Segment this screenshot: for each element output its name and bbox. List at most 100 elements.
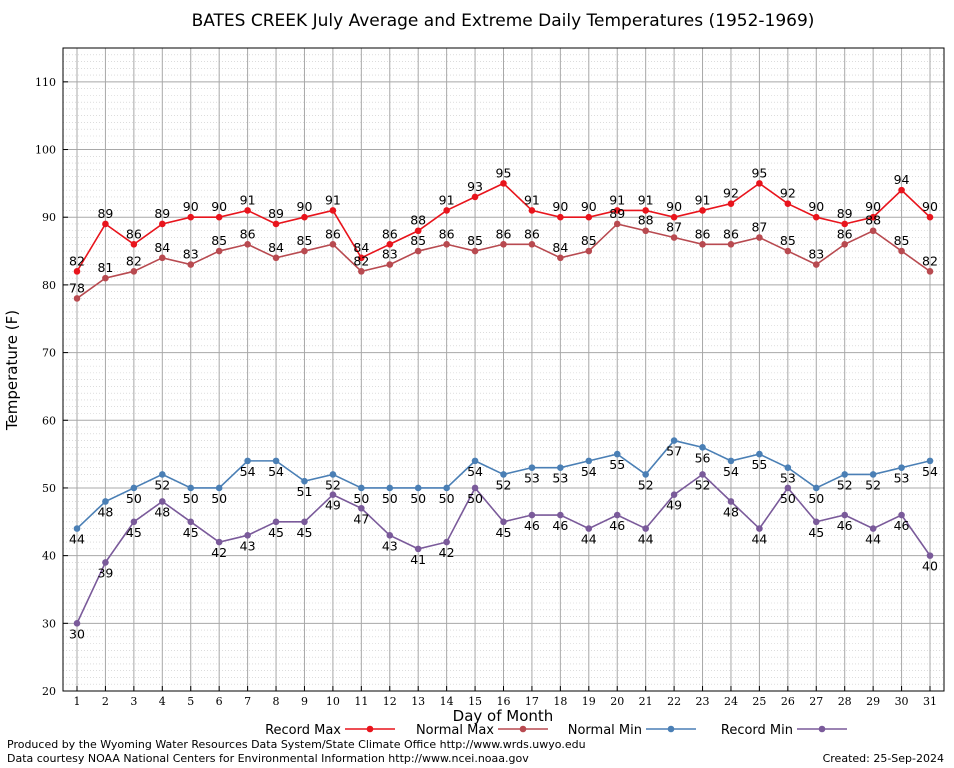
normal-max-point xyxy=(699,240,706,248)
normal-max-point xyxy=(272,254,280,262)
normal-max-data-label: 83 xyxy=(382,247,398,262)
y-tick-label: 100 xyxy=(35,144,56,157)
x-axis-label: Day of Month xyxy=(453,707,554,725)
record-max-point xyxy=(898,186,905,194)
record-max-data-label: 91 xyxy=(240,192,256,207)
normal-max-point xyxy=(73,295,81,302)
normal-min-point xyxy=(130,484,138,492)
record-min-series: 30 39 45 48 45 42 43 45 45 49 47 43 41 42 50 45 46 46 44 46… xyxy=(69,471,938,641)
normal-min-point xyxy=(528,464,536,471)
normal-min-point xyxy=(414,484,422,492)
normal-max-data-label: 84 xyxy=(154,240,170,255)
normal-max-data-label: 86 xyxy=(496,226,512,241)
normal-max-data-label: 85 xyxy=(894,233,910,248)
record-min-data-label: 46 xyxy=(524,518,540,533)
normal-max-data-label: 85 xyxy=(211,233,227,248)
normal-max-point xyxy=(358,268,365,275)
normal-min-data-label: 52 xyxy=(638,477,654,492)
normal-min-data-label: 57 xyxy=(666,444,682,459)
record-min-point xyxy=(812,518,820,526)
normal-max-point xyxy=(414,247,422,255)
record-min-point xyxy=(215,538,223,546)
normal-max-point xyxy=(159,254,166,262)
x-tick-label: 12 xyxy=(383,695,397,708)
normal-max-data-label: 81 xyxy=(97,260,113,275)
normal-min-data-label: 50 xyxy=(439,491,455,506)
normal-min-point xyxy=(869,471,877,478)
x-tick-label: 15 xyxy=(468,695,482,708)
record-min-data-label: 44 xyxy=(638,532,654,547)
normal-min-data-label: 54 xyxy=(467,464,483,479)
normal-min-data-label: 50 xyxy=(353,491,369,506)
x-tick-label: 3 xyxy=(130,695,137,708)
legend-item-record-max: Record Max xyxy=(265,723,395,738)
record-min-data-label: 48 xyxy=(723,504,739,519)
record-max-point xyxy=(784,200,792,207)
normal-max-point xyxy=(926,268,934,275)
record-min-data-label: 45 xyxy=(496,525,512,540)
normal-min-point xyxy=(272,457,280,465)
normal-max-point xyxy=(557,254,564,262)
record-max-data-label: 89 xyxy=(97,206,113,221)
record-min-point xyxy=(642,525,649,532)
record-max-point xyxy=(670,213,678,221)
record-min-point xyxy=(102,559,109,566)
legend-swatch-marker xyxy=(818,725,826,733)
record-max-data-label: 86 xyxy=(382,226,398,241)
record-min-point xyxy=(386,532,394,539)
x-tick-label: 16 xyxy=(497,695,511,708)
normal-max-data-label: 78 xyxy=(69,280,85,295)
normal-min-data-label: 52 xyxy=(496,477,512,492)
normal-min-data-label: 52 xyxy=(325,477,341,492)
normal-min-point xyxy=(585,457,593,465)
normal-max-point xyxy=(585,247,593,255)
record-max-point xyxy=(926,213,934,221)
x-tick-label: 27 xyxy=(809,695,823,708)
legend-label-record-max: Record Max xyxy=(265,723,341,738)
record-max-data-label: 88 xyxy=(410,213,426,228)
normal-min-point xyxy=(471,457,479,465)
normal-min-point xyxy=(841,471,848,478)
record-max-point xyxy=(557,213,564,221)
x-tick-label: 10 xyxy=(326,695,340,708)
record-min-point xyxy=(272,518,280,526)
normal-max-data-label: 85 xyxy=(410,233,426,248)
y-tick-label: 40 xyxy=(42,550,56,563)
normal-min-point xyxy=(642,471,649,478)
y-tick-label: 110 xyxy=(35,76,56,89)
record-max-point xyxy=(130,240,138,248)
normal-min-data-label: 54 xyxy=(240,464,256,479)
record-max-data-label: 93 xyxy=(467,179,483,194)
record-min-point xyxy=(73,620,81,627)
normal-min-data-label: 50 xyxy=(126,491,142,506)
normal-max-point xyxy=(613,220,621,228)
y-axis-label: Temperature (F) xyxy=(3,310,21,431)
normal-max-data-label: 82 xyxy=(922,253,938,268)
normal-max-data-label: 88 xyxy=(638,213,654,228)
x-tick-label: 25 xyxy=(752,695,766,708)
record-max-data-label: 90 xyxy=(581,199,597,214)
record-max-data-label: 90 xyxy=(297,199,313,214)
record-max-data-label: 90 xyxy=(552,199,568,214)
record-max-point xyxy=(272,220,280,228)
normal-min-point xyxy=(613,450,621,458)
record-min-point xyxy=(159,498,166,505)
x-tick-label: 5 xyxy=(187,695,194,708)
record-max-data-label: 91 xyxy=(638,192,654,207)
normal-max-data-label: 87 xyxy=(751,220,767,235)
record-max-point xyxy=(329,207,337,214)
record-min-data-label: 45 xyxy=(268,525,284,540)
record-min-data-label: 45 xyxy=(808,525,824,540)
record-max-point xyxy=(613,207,621,214)
record-min-point xyxy=(784,484,792,492)
record-max-data-label: 90 xyxy=(808,199,824,214)
legend-item-normal-max: Normal Max xyxy=(416,723,548,738)
record-max-point xyxy=(443,207,450,214)
x-tick-label: 22 xyxy=(667,695,681,708)
normal-max-point xyxy=(329,240,337,248)
record-min-point xyxy=(414,545,422,553)
y-tick-label: 20 xyxy=(42,685,56,698)
record-min-data-label: 44 xyxy=(865,532,881,547)
